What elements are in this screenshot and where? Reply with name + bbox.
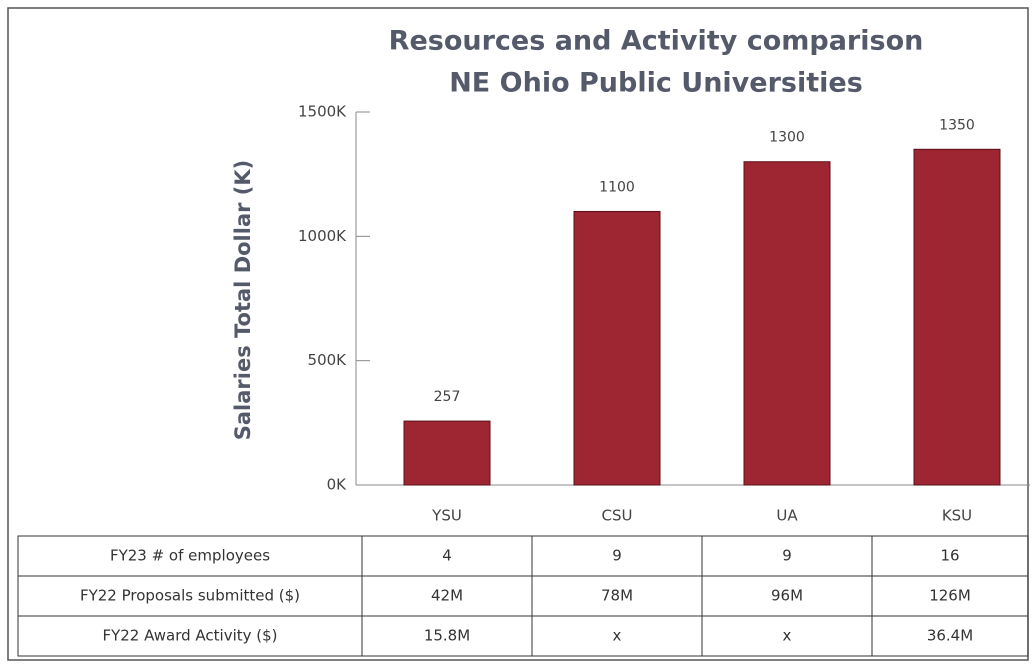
y-axis-label: Salaries Total Dollar (K) <box>231 160 255 441</box>
value-label: 1100 <box>599 179 635 195</box>
table-cell: FY23 # of employees <box>110 547 270 565</box>
frame <box>7 7 1029 661</box>
table-cell: 78M <box>601 587 633 605</box>
value-label: 1350 <box>939 117 975 133</box>
bar <box>913 148 1001 486</box>
x-tick-label: KSU <box>942 507 972 525</box>
chart-title: Resources and Activity comparison <box>389 26 924 57</box>
table-cell: 16 <box>940 547 959 565</box>
x-tick-label: UA <box>776 507 798 525</box>
table-cell: 4 <box>442 547 452 565</box>
table-cell: 36.4M <box>927 627 973 645</box>
y-tick-label: 0K <box>327 476 348 494</box>
table-border <box>17 535 1029 657</box>
table-cell: 9 <box>612 547 622 565</box>
table-cell: x <box>613 627 622 645</box>
x-tick-label: YSU <box>431 507 462 525</box>
y-tick-label: 1500K <box>298 103 347 121</box>
table-cell: FY22 Award Activity ($) <box>102 627 277 645</box>
table-cell: 9 <box>782 547 792 565</box>
bar <box>743 161 831 486</box>
y-tick-label: 1000K <box>298 227 347 245</box>
value-label: 257 <box>434 389 461 405</box>
bar <box>403 420 491 486</box>
table-cell: 96M <box>771 587 803 605</box>
y-tick-label: 500K <box>308 351 348 369</box>
table-cell: 42M <box>431 587 463 605</box>
table-cell: 15.8M <box>424 627 470 645</box>
bar <box>573 210 661 486</box>
table-cell: x <box>783 627 792 645</box>
x-tick-label: CSU <box>602 507 633 525</box>
table-cell: 126M <box>929 587 971 605</box>
chart-subtitle: NE Ohio Public Universities <box>449 68 863 99</box>
value-label: 1300 <box>769 130 805 146</box>
table-cell: FY22 Proposals submitted ($) <box>80 587 300 605</box>
